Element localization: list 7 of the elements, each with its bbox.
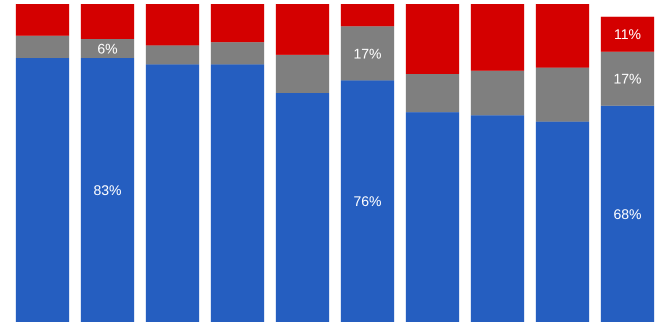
- data-label: 17%: [613, 70, 642, 87]
- data-label: 83%: [93, 182, 122, 198]
- data-label: 17%: [353, 45, 382, 62]
- data-label: 6%: [97, 40, 118, 57]
- data-label: 68%: [613, 206, 642, 222]
- data-label: 76%: [353, 193, 382, 210]
- data-label: 11%: [614, 26, 641, 42]
